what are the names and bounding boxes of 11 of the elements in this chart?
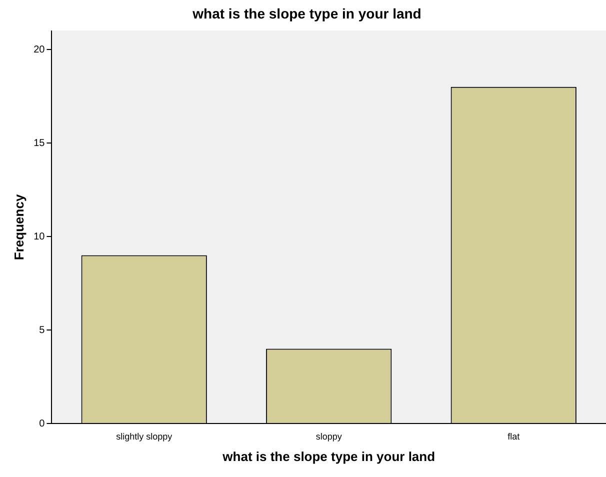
x-tick-label: flat [508,431,520,442]
x-axis-title: what is the slope type in your land [222,448,436,464]
chart-title: what is the slope type in your land [192,5,422,22]
y-tick-label: 10 [34,231,46,242]
x-tick-label: slightly sloppy [116,431,173,442]
y-tick-label: 15 [34,138,46,149]
y-axis-title: Frequency [11,194,26,260]
y-tick-label: 0 [39,418,46,430]
y-tick-label: 5 [39,324,46,336]
y-tick-label: 20 [34,44,46,56]
x-tick-label: sloppy [316,431,342,442]
